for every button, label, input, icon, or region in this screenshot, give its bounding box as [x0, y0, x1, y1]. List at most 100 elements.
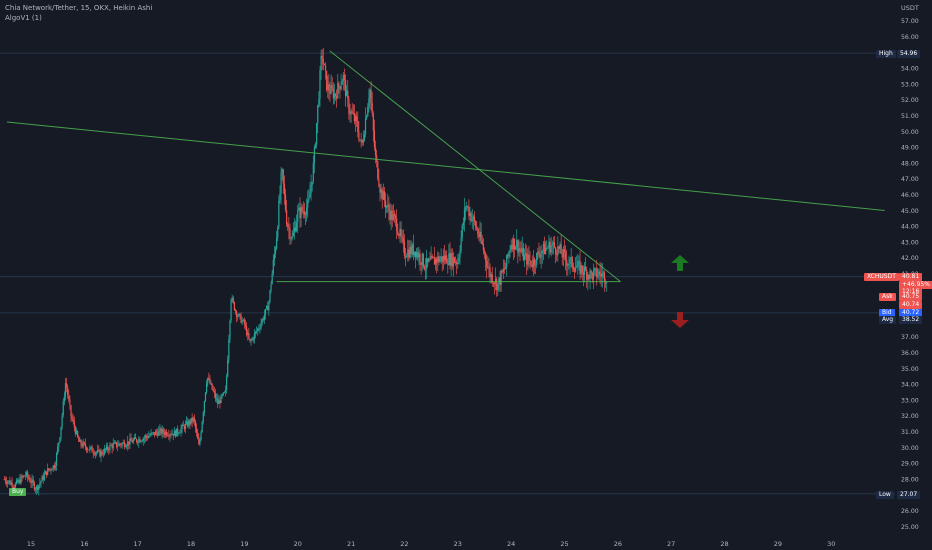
candle-body	[489, 267, 491, 278]
candle-body	[543, 243, 546, 255]
y-tick-label: 30.00	[901, 445, 919, 452]
candle-body	[469, 213, 471, 216]
candle-body	[301, 207, 303, 212]
candle-body	[110, 445, 112, 446]
time-axis[interactable]: 15 16 17 18 19 20 21 22 23 24 25 26 27 28 29 30	[27, 540, 836, 548]
candle-body	[411, 244, 413, 255]
candle-body	[498, 277, 500, 284]
candle-body	[577, 261, 579, 267]
high-value: 54.96	[897, 50, 921, 58]
candle-body	[446, 255, 448, 264]
candle-body	[561, 253, 563, 258]
candle-body	[470, 213, 472, 221]
candle-body	[517, 240, 519, 253]
candle-body	[319, 70, 321, 99]
candle-body	[247, 333, 249, 336]
candle-body	[165, 431, 168, 436]
candle-body	[497, 283, 499, 290]
candle-body	[388, 204, 390, 212]
candle-body	[138, 439, 140, 443]
candle-body	[596, 268, 598, 278]
candle-body	[117, 445, 119, 447]
candle-body	[476, 227, 478, 230]
candle-body	[114, 442, 117, 444]
candle-body	[256, 330, 258, 332]
candle-body	[324, 64, 327, 71]
candle-body	[399, 228, 401, 236]
candle-body	[437, 256, 439, 263]
candle-body	[474, 221, 477, 228]
y-tick-label: 52.00	[901, 97, 919, 104]
candle-body	[429, 259, 431, 261]
candle-body	[513, 238, 516, 250]
candle-body	[479, 231, 481, 238]
candle-body	[7, 481, 9, 484]
candle-body	[493, 283, 496, 285]
candle-body	[603, 272, 606, 283]
bid-value: 40.72	[899, 309, 923, 317]
candle-body	[152, 432, 154, 433]
x-tick-label: 21	[347, 540, 355, 548]
candle-body	[328, 84, 330, 92]
candle-body	[516, 240, 518, 247]
candle-body	[173, 430, 175, 436]
candle-body	[504, 267, 507, 270]
candle-body	[591, 273, 593, 280]
candle-body	[224, 390, 227, 392]
candle-body	[88, 449, 90, 451]
candle-body	[372, 113, 374, 131]
candle-body	[509, 250, 511, 253]
candle-body	[483, 250, 486, 254]
candle-body	[120, 444, 122, 446]
candle-body	[157, 432, 159, 436]
candle-body	[89, 447, 91, 450]
candle-body	[597, 275, 599, 278]
candle-body	[28, 477, 30, 479]
candle-body	[503, 268, 506, 270]
candle-body	[276, 238, 278, 249]
candle-body	[33, 482, 35, 490]
candle-body	[25, 472, 28, 476]
trendlines[interactable]	[6, 50, 885, 283]
candle-body	[289, 228, 291, 239]
candle-body	[35, 486, 38, 490]
candle-body	[573, 269, 576, 272]
candle-body	[510, 244, 512, 251]
candle-body	[183, 426, 185, 429]
candle-body	[109, 445, 111, 451]
candle-body	[68, 394, 70, 400]
candle-body	[472, 216, 474, 220]
y-tick-label: 36.00	[901, 350, 919, 357]
candle-body	[555, 247, 557, 254]
candle-body	[228, 339, 230, 360]
candle-body	[402, 237, 404, 242]
candle-body	[134, 437, 137, 439]
indicator-label[interactable]: AlgoV1 (1)	[5, 14, 42, 22]
candle-body	[85, 447, 88, 451]
candle-body	[432, 257, 434, 259]
y-tick-label: 49.00	[901, 145, 919, 152]
chart-legend: Chia Network/Tether, 15, OKX, Heikin Ash…	[5, 3, 152, 23]
x-tick-label: 19	[240, 540, 248, 548]
candle-body	[480, 231, 482, 241]
candle-body	[22, 475, 24, 478]
candle-body	[93, 453, 95, 455]
candle-body	[478, 234, 480, 238]
y-tick-label: 57.00	[901, 18, 919, 25]
candle-body	[363, 134, 366, 141]
candle-body	[44, 471, 47, 475]
y-tick-label: 47.00	[901, 176, 919, 183]
candle-body	[460, 237, 462, 251]
candle-body	[338, 83, 340, 87]
candle-body	[62, 401, 64, 416]
candle-body	[575, 267, 577, 272]
candle-body	[243, 319, 245, 325]
candle-body	[398, 234, 400, 236]
candle-body	[430, 255, 432, 260]
symbol-title[interactable]: Chia Network/Tether, 15, OKX, Heikin Ash…	[5, 4, 153, 12]
candle-body	[250, 340, 252, 342]
candle-body	[253, 333, 256, 340]
candle-body	[589, 270, 591, 279]
candle-body	[454, 262, 457, 263]
